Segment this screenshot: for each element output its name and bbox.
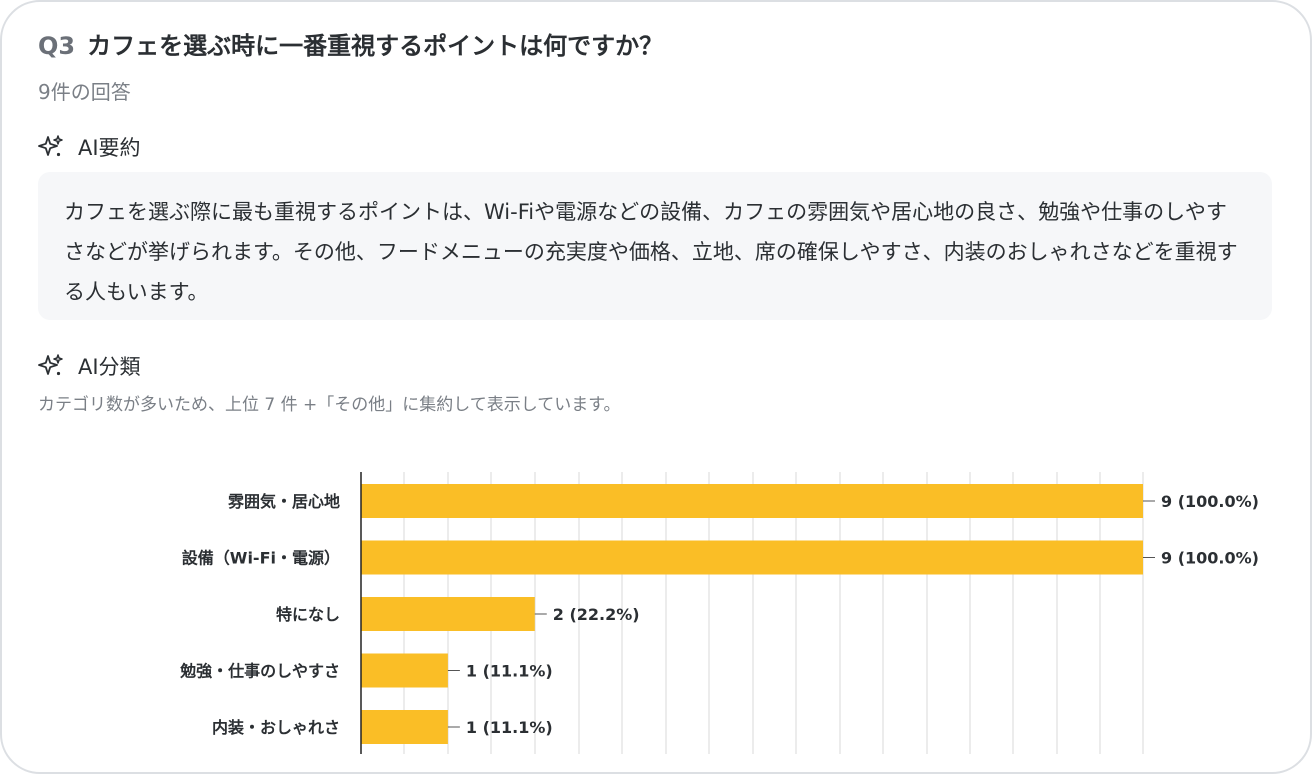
ai-classification-title: AI分類 [78,355,141,379]
category-label: 設備（Wi-Fi・電源） [182,549,340,568]
question-number: Q3 [38,32,76,60]
category-label: 勉強・仕事のしやすさ [179,662,340,681]
ai-summary-box: カフェを選ぶ際に最も重視するポイントは、Wi-Fiや電源などの設備、カフェの雰囲… [38,172,1272,320]
question-header: Q3 カフェを選ぶ時に一番重視するポイントは何ですか？ [38,26,663,61]
category-label: 特になし [276,605,340,624]
chart-bars [361,484,1143,744]
value-label: 1 (11.1%) [466,662,553,681]
sparkle-icon [38,135,63,157]
chart-gridlines [403,472,1144,754]
bar [361,597,535,631]
chart-value-labels: 9 (100.0%) 9 (100.0%) 2 (22.2%) 1 (11.1%) 1 … [447,492,1259,737]
bar [361,653,448,688]
response-count: 9件の回答 [38,80,131,104]
ai-classification-heading: AI分類 [38,351,141,381]
bar [361,540,1143,575]
category-label: 雰囲気・居心地 [228,492,340,511]
classification-note: カテゴリ数が多いため、上位 7 件 +「その他」に集約して表示しています。 [38,395,621,415]
ai-summary-title: AI要約 [78,136,141,160]
value-label: 1 (11.1%) [466,718,553,737]
sparkle-icon [38,354,63,376]
category-label: 内装・おしゃれさ [212,718,340,737]
bar [361,710,448,744]
value-label: 9 (100.0%) [1161,549,1259,568]
value-label: 2 (22.2%) [553,605,640,624]
bar [361,484,1143,518]
ai-summary-heading: AI要約 [38,132,141,162]
value-label: 9 (100.0%) [1161,492,1259,511]
question-title: カフェを選ぶ時に一番重視するポイントは何ですか？ [87,32,664,60]
ai-summary-text: カフェを選ぶ際に最も重視するポイントは、Wi-Fiや電源などの設備、カフェの雰囲… [64,200,1238,304]
